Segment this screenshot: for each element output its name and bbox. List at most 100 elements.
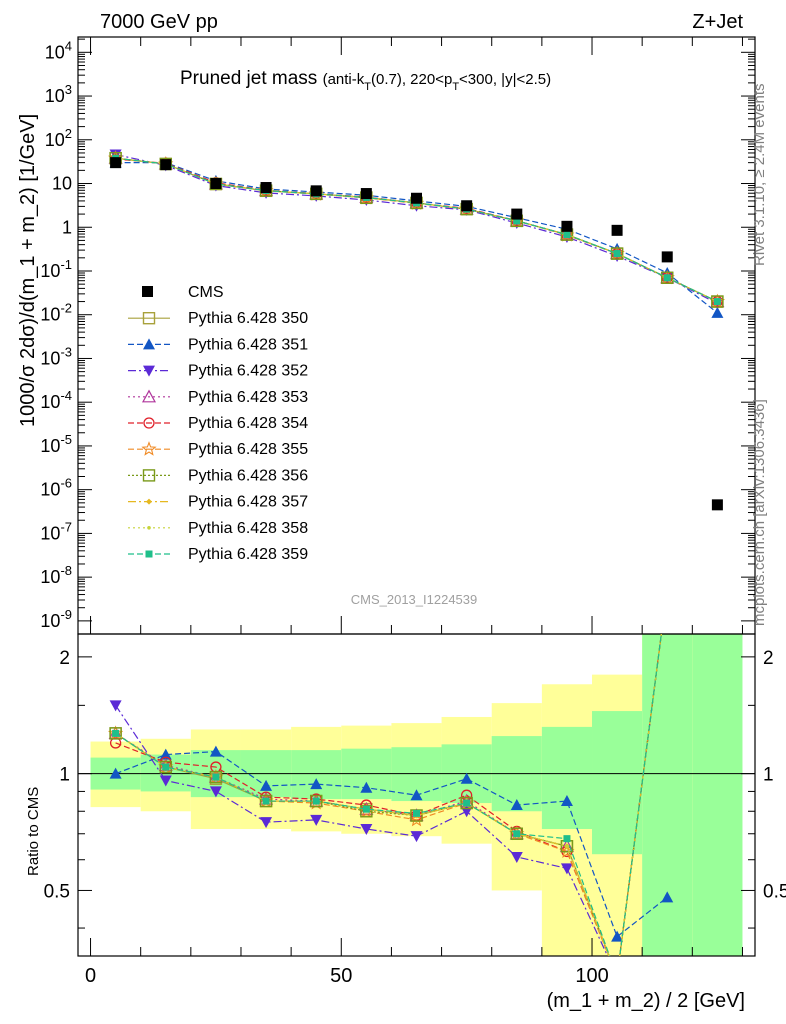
- legend-label: Pythia 6.428 354: [188, 415, 308, 432]
- ratio-series-line-6: [115, 634, 662, 956]
- cms-data-point: [160, 159, 172, 171]
- x-tick-label: 100: [575, 965, 608, 987]
- ratio-series-point: [408, 811, 425, 827]
- main-y-tick-label: 10: [52, 174, 72, 194]
- ratio-series-line-9: [115, 634, 662, 956]
- main-axis-ticks: 10410310210110-110-210-310-410-510-610-7…: [40, 38, 755, 631]
- ratio-series-point: [162, 763, 170, 771]
- ratio-series-point: [262, 797, 270, 805]
- ratio-series-point: [209, 745, 222, 757]
- main-y-tick-label: 10-5: [40, 432, 72, 456]
- x-tick-label: 0: [85, 965, 96, 987]
- legend-marker: [143, 365, 155, 377]
- plot-title-main: Pruned jet mass: [180, 68, 317, 89]
- ratio-series-point: [109, 700, 122, 712]
- ratio-series-point: [460, 772, 473, 784]
- main-series-point: [661, 271, 674, 284]
- ratio-axis-ticks: 0.5 0.5 1 1 2 2: [44, 648, 786, 929]
- main-y-tick-label: 10-2: [40, 301, 72, 325]
- main-series-point: [513, 217, 521, 225]
- main-plot-frame: [77, 36, 756, 635]
- cms-data-point: [411, 192, 422, 204]
- legend-marker: [141, 441, 157, 456]
- x-axis-ticks: 0 50 100: [85, 37, 743, 987]
- legend-label: Pythia 6.428 351: [188, 336, 308, 353]
- ratio-series-point: [661, 891, 674, 903]
- ratio-series-point: [513, 830, 521, 838]
- ratio-series-line-1: [115, 750, 668, 938]
- ratio-y-axis-label: Ratio to CMS: [25, 787, 42, 876]
- header-left: 7000 GeV pp: [100, 11, 218, 33]
- ratio-y-tick-label: 1: [59, 765, 70, 786]
- ratio-series-point: [209, 786, 222, 798]
- main-y-tick-label: 1: [62, 217, 72, 237]
- ratio-series-point: [212, 773, 220, 781]
- cms-data-point: [561, 220, 573, 232]
- cms-data-point: [110, 157, 122, 169]
- x-tick-label: 50: [330, 965, 352, 987]
- legend-label: Pythia 6.428 356: [188, 467, 308, 484]
- ratio-series-point: [109, 767, 122, 779]
- legend-marker: [142, 469, 156, 482]
- legend-label: Pythia 6.428 358: [188, 520, 308, 537]
- ratio-series-point: [109, 727, 122, 740]
- main-y-tick-label: 10-4: [40, 388, 72, 412]
- analysis-id: CMS_2013_I1224539: [351, 592, 478, 607]
- ratio-series-point: [463, 799, 471, 807]
- legend-label: Pythia 6.428 359: [188, 546, 308, 563]
- ratio-plot-frame: [77, 633, 756, 957]
- legend-marker-cms: [142, 286, 153, 297]
- ratio-series-point: [260, 779, 273, 791]
- header-right: Z+Jet: [692, 11, 743, 33]
- ratio-band-inner-11: [642, 634, 693, 956]
- ratio-y-tick-label-right: 2: [763, 648, 774, 669]
- ratio-series-point: [159, 760, 172, 774]
- ratio-band-inner-4: [291, 750, 342, 800]
- ratio-series-point: [563, 835, 571, 843]
- main-series-point: [711, 295, 724, 308]
- ratio-series-point: [310, 814, 323, 826]
- plot-title-sub: (anti-kT(0.7), 220<pT<300, |y|<2.5): [323, 71, 552, 93]
- main-y-axis-label: 1000/σ 2dσ)/d(m_1 + m_2) [1/GeV]: [17, 114, 39, 427]
- ratio-series-point: [159, 775, 172, 787]
- ratio-series-group: [107, 634, 674, 956]
- ratio-series-point: [560, 795, 573, 807]
- cms-data-point: [260, 182, 272, 194]
- main-y-tick-label: 10-8: [40, 563, 72, 587]
- ratio-series-point: [109, 737, 122, 749]
- legend-label-cms: CMS: [188, 284, 224, 301]
- ratio-y-tick-label-right: 0.5: [763, 881, 786, 902]
- main-series-point: [613, 250, 621, 258]
- legend-label: Pythia 6.428 357: [188, 494, 308, 511]
- main-y-tick-label: 10-6: [40, 476, 72, 500]
- main-series-point: [563, 231, 571, 239]
- main-series-point: [663, 274, 671, 282]
- ratio-series-point: [312, 797, 320, 805]
- main-y-tick-label: 10-3: [40, 344, 72, 368]
- ratio-series-point: [510, 799, 523, 811]
- ratio-series-point: [112, 729, 120, 737]
- ratio-series-point: [362, 805, 370, 813]
- main-series-line-9: [115, 157, 718, 303]
- legend-marker: [142, 312, 156, 325]
- ratio-series-point: [209, 770, 223, 784]
- cms-data-point: [210, 178, 222, 190]
- main-y-tick-label: 104: [45, 38, 72, 62]
- legend: CMS Pythia 6.428 350 Pythia 6.428 351 Pythi…: [128, 284, 308, 563]
- ratio-series-point: [360, 781, 373, 793]
- legend-marker: [147, 526, 151, 530]
- legend-marker: [141, 389, 157, 403]
- legend-marker: [143, 338, 155, 350]
- legend-marker: [145, 550, 153, 558]
- ratio-series-point: [510, 851, 523, 863]
- cms-data-point: [711, 499, 723, 511]
- ratio-band-inner-10: [592, 711, 643, 855]
- ratio-series-point: [413, 809, 420, 817]
- ratio-band-inner-12: [692, 634, 743, 956]
- main-y-tick-label: 10-9: [40, 607, 72, 631]
- x-axis-label: (m_1 + m_2) / 2 [GeV]: [547, 990, 745, 1012]
- cms-data-point: [611, 224, 623, 236]
- ratio-y-tick-label-right: 1: [763, 765, 774, 786]
- main-y-tick-label: 10-1: [40, 257, 72, 281]
- legend-label: Pythia 6.428 352: [188, 363, 308, 380]
